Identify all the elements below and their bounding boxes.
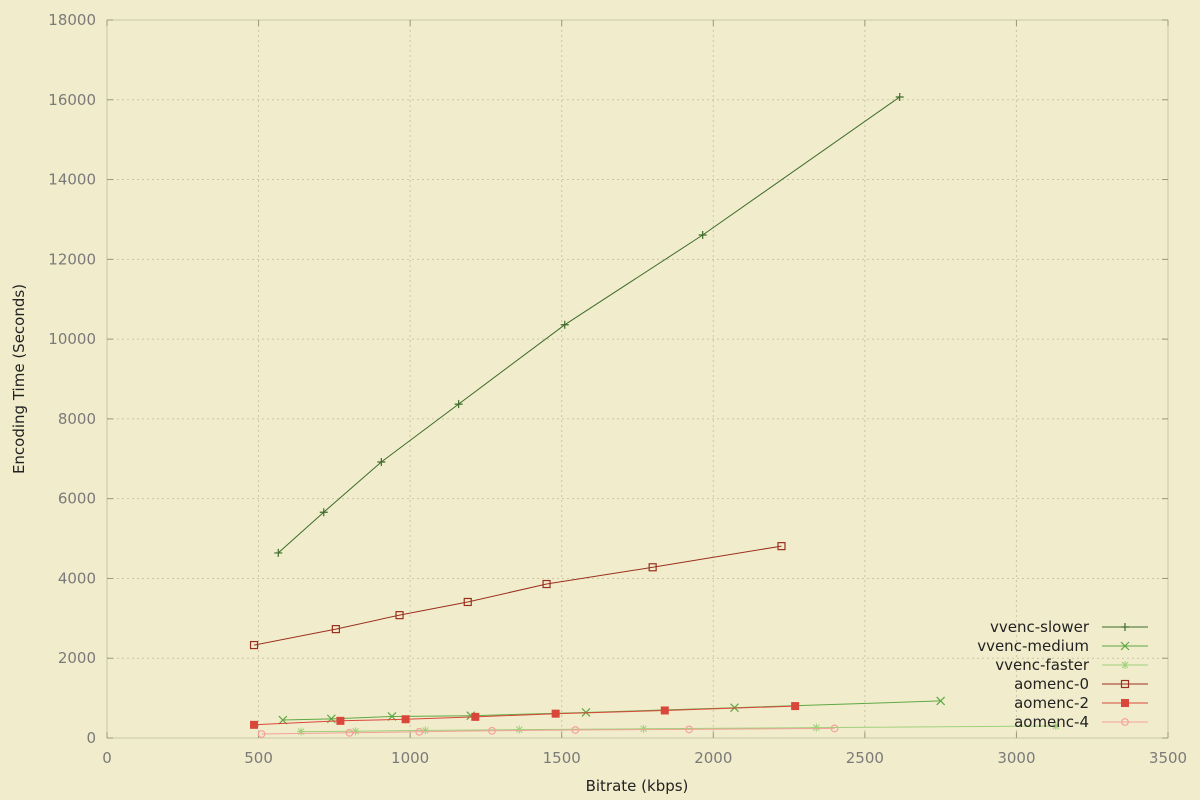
y-tick-label: 6000 bbox=[58, 490, 96, 508]
data-point bbox=[274, 548, 283, 557]
data-point bbox=[415, 727, 424, 736]
legend-item-vvenc-slower: vvenc-slower bbox=[990, 618, 1148, 636]
series-vvenc-slower bbox=[274, 92, 904, 557]
y-tick-label: 4000 bbox=[58, 569, 96, 587]
series-line-vvenc-faster bbox=[300, 725, 1056, 733]
data-point bbox=[319, 508, 328, 517]
x-tick-label: 2500 bbox=[846, 749, 884, 767]
legend-label: vvenc-medium bbox=[977, 637, 1089, 655]
data-point bbox=[257, 730, 266, 738]
data-point bbox=[463, 597, 472, 607]
data-point bbox=[551, 709, 560, 718]
legend-item-aomenc-2: aomenc-2 bbox=[1014, 694, 1148, 712]
y-axis: 0 2000 4000 6000 8000 10000 12000 14000 16000 180… bbox=[48, 11, 1168, 747]
x-tick-label: 3500 bbox=[1149, 749, 1187, 767]
x-tick-label: 500 bbox=[244, 749, 273, 767]
data-point bbox=[1051, 722, 1060, 731]
series-line-aomenc-4 bbox=[261, 727, 835, 735]
data-point bbox=[777, 542, 786, 551]
data-point bbox=[454, 400, 463, 409]
legend-label: aomenc-2 bbox=[1014, 694, 1089, 712]
legend-item-vvenc-faster: vvenc-faster bbox=[995, 656, 1148, 674]
legend-label: aomenc-4 bbox=[1014, 713, 1089, 731]
x-tick-label: 0 bbox=[102, 749, 112, 767]
data-point bbox=[542, 579, 551, 589]
series-line-aomenc-0 bbox=[253, 545, 782, 646]
data-point bbox=[660, 706, 669, 715]
series-line-vvenc-slower bbox=[277, 96, 900, 554]
legend-label: vvenc-faster bbox=[995, 656, 1090, 674]
series-vvenc-faster bbox=[297, 722, 1060, 736]
legend-marker bbox=[1121, 718, 1129, 726]
data-point bbox=[249, 640, 259, 650]
series-group bbox=[249, 92, 1060, 738]
x-axis: 0 500 1000 1500 2000 2500 3000 3500 bbox=[102, 20, 1187, 767]
data-point bbox=[471, 712, 480, 721]
data-point bbox=[515, 725, 524, 734]
legend-marker bbox=[1120, 679, 1130, 689]
data-point bbox=[331, 625, 340, 634]
y-tick-label: 8000 bbox=[58, 410, 96, 428]
legend-marker bbox=[1121, 699, 1129, 707]
x-axis-label: Bitrate (kbps) bbox=[586, 777, 689, 795]
series-aomenc-2 bbox=[250, 702, 800, 729]
data-point bbox=[250, 720, 259, 729]
x-tick-label: 3000 bbox=[997, 749, 1035, 767]
data-point bbox=[351, 727, 360, 736]
y-tick-label: 12000 bbox=[48, 250, 96, 268]
data-point bbox=[345, 728, 354, 737]
data-point bbox=[377, 457, 386, 466]
data-point bbox=[488, 726, 496, 735]
data-point bbox=[791, 702, 800, 711]
data-point bbox=[560, 320, 569, 329]
data-point bbox=[401, 715, 410, 724]
legend: vvenc-slowervvenc-mediumvvenc-fasteraome… bbox=[977, 618, 1148, 731]
legend-label: aomenc-0 bbox=[1014, 675, 1089, 693]
legend-marker bbox=[1121, 661, 1129, 669]
series-aomenc-4 bbox=[257, 724, 839, 738]
data-point bbox=[895, 92, 904, 101]
y-tick-label: 16000 bbox=[48, 91, 96, 109]
data-point bbox=[421, 726, 430, 735]
data-point bbox=[936, 696, 946, 706]
data-point bbox=[395, 611, 404, 620]
plot-frame bbox=[106, 19, 1169, 739]
data-point bbox=[685, 725, 693, 734]
data-point bbox=[571, 726, 580, 734]
legend-item-aomenc-0: aomenc-0 bbox=[1014, 675, 1148, 693]
data-point bbox=[297, 727, 306, 736]
y-tick-label: 0 bbox=[86, 729, 96, 747]
x-tick-label: 2000 bbox=[694, 749, 732, 767]
x-tick-label: 1000 bbox=[391, 749, 429, 767]
data-point bbox=[698, 231, 707, 240]
y-axis-label: Encoding Time (Seconds) bbox=[10, 284, 28, 474]
data-point bbox=[812, 723, 821, 732]
legend-marker bbox=[1121, 623, 1129, 631]
y-tick-label: 18000 bbox=[48, 11, 96, 29]
data-point bbox=[639, 724, 648, 733]
x-tick-label: 1500 bbox=[543, 749, 581, 767]
y-tick-label: 2000 bbox=[58, 649, 96, 667]
data-point bbox=[278, 715, 288, 725]
grid bbox=[107, 20, 1168, 738]
series-aomenc-0 bbox=[249, 542, 786, 650]
data-point bbox=[648, 563, 657, 572]
series-line-vvenc-medium bbox=[282, 700, 941, 721]
legend-marker bbox=[1120, 641, 1130, 651]
data-point bbox=[336, 716, 345, 725]
legend-label: vvenc-slower bbox=[990, 618, 1090, 636]
y-tick-label: 10000 bbox=[48, 330, 96, 348]
y-tick-label: 14000 bbox=[48, 171, 96, 189]
legend-item-vvenc-medium: vvenc-medium bbox=[977, 637, 1148, 655]
legend-item-aomenc-4: aomenc-4 bbox=[1014, 713, 1148, 731]
data-point bbox=[830, 724, 839, 733]
